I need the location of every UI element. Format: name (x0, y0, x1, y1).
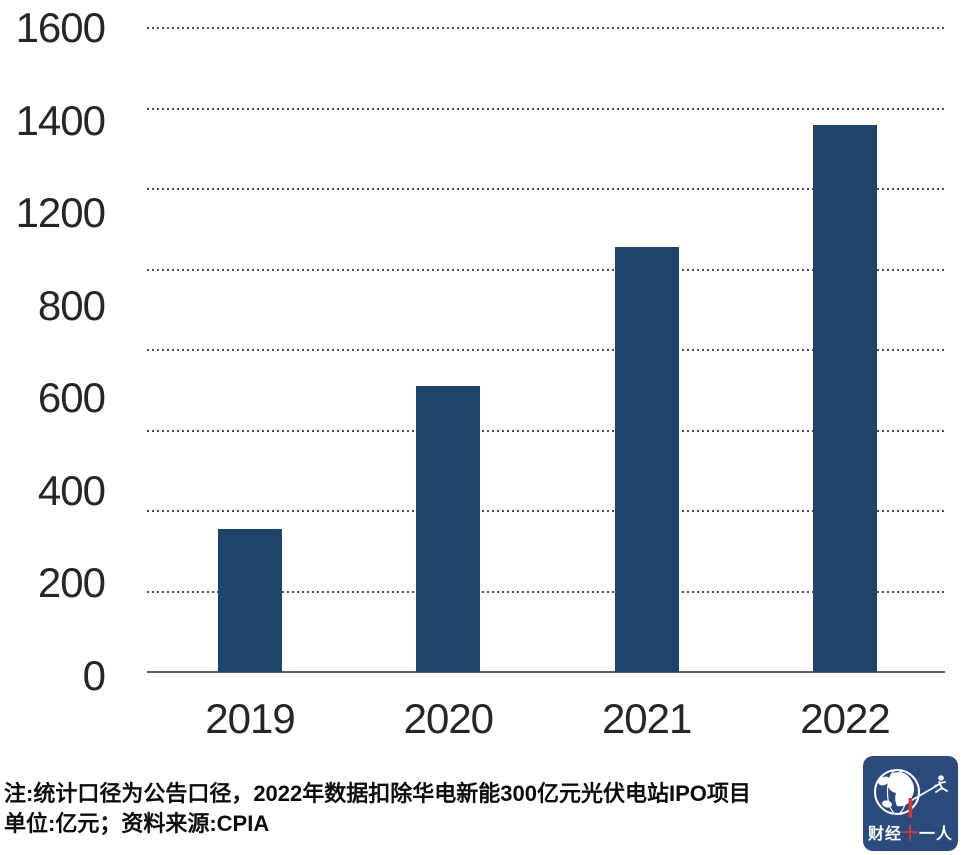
red-accent-stroke (908, 798, 913, 818)
gridline-1600 (147, 27, 945, 29)
bar-2021 (614, 247, 679, 672)
y-tick-800: 800 (37, 281, 106, 329)
y-tick-1400: 1400 (15, 96, 106, 144)
footer-note: 注:统计口径为公告口径，2022年数据扣除华电新能300亿元光伏电站IPO项目 … (4, 779, 824, 839)
gridline-1400 (147, 107, 945, 110)
logo-text-accent: 十 (901, 826, 919, 843)
gridline-600 (147, 429, 945, 432)
x-tick-2019: 2019 (205, 695, 295, 742)
publisher-logo: 财经十一人 (863, 756, 958, 851)
bar-2020 (416, 386, 481, 672)
logo-text: 财经十一人 (863, 826, 958, 844)
footer-note-line2: 单位:亿元；资料来源:CPIA (4, 811, 270, 836)
x-axis-line (147, 671, 945, 673)
x-tick-2022: 2022 (800, 695, 890, 742)
gridline-1200 (147, 188, 945, 190)
y-tick-1200: 1200 (15, 189, 106, 237)
footer-note-line1: 注:统计口径为公告口径，2022年数据扣除华电新能300亿元光伏电站IPO项目 (4, 781, 751, 806)
y-tick-0: 0 (82, 652, 106, 699)
x-tick-2020: 2020 (403, 695, 494, 742)
y-tick-400: 400 (37, 466, 106, 514)
logo-text-right: 一人 (919, 826, 954, 843)
logo-text-left: 财经 (867, 826, 902, 843)
y-tick-600: 600 (37, 374, 106, 422)
globe-runner-icon (874, 769, 948, 818)
y-tick-200: 200 (37, 559, 106, 607)
bar-2022 (812, 124, 877, 672)
gridline-800 (147, 349, 945, 351)
x-tick-2021: 2021 (601, 695, 692, 742)
bar-2019 (218, 529, 282, 672)
gridline-400 (147, 510, 945, 512)
gridline-1000 (147, 268, 945, 271)
y-tick-1600: 1600 (15, 4, 106, 51)
gridline-200 (147, 590, 945, 593)
